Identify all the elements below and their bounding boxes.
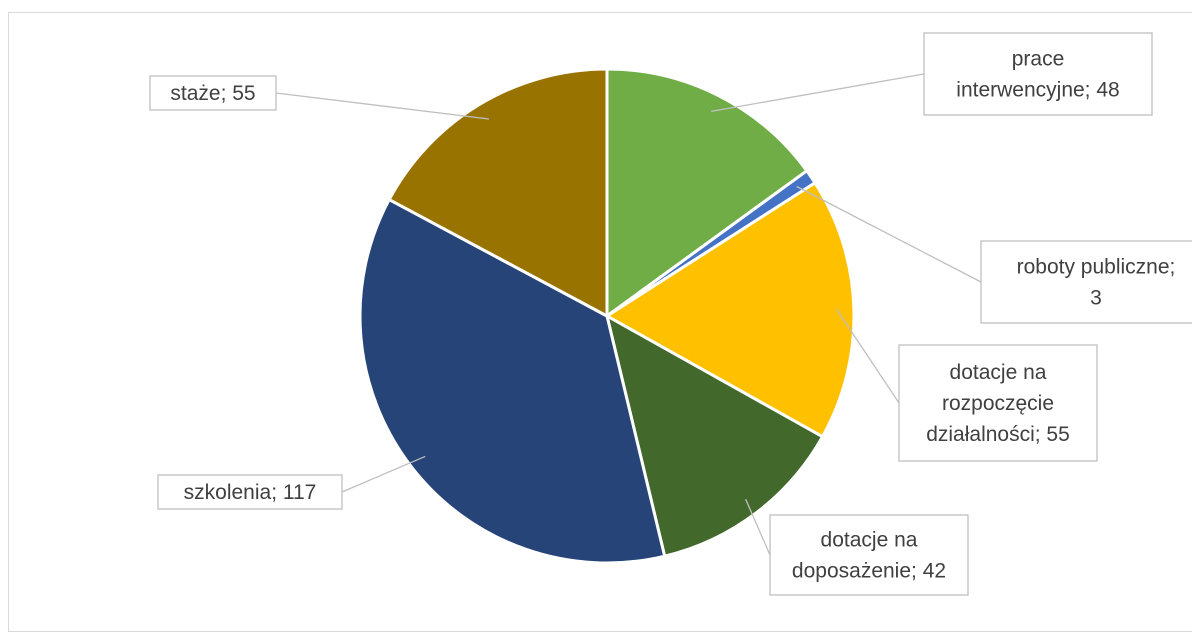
pie-slice-4	[604, 313, 825, 558]
data-label-line: interwencyjne; 48	[956, 79, 1119, 102]
data-label-box-2	[980, 240, 1192, 324]
leader-line-4	[745, 498, 771, 556]
data-labels: prace interwencyjne; 48 roboty publiczne; 3…	[149, 32, 1192, 596]
data-label-2: roboty publiczne; 3	[1017, 256, 1176, 310]
pie-chart: prace interwencyjne; 48 roboty publiczne; 3…	[149, 32, 1192, 596]
data-label-box-5	[157, 474, 343, 510]
data-label-box-4	[769, 514, 969, 596]
data-label-line: dotacje na	[950, 361, 1047, 384]
data-label-line: szkolenia; 117	[184, 481, 317, 504]
pie-slice-3	[604, 180, 856, 439]
data-label-4: dotacje na doposażenie; 42	[792, 529, 946, 583]
pie-slice-6	[387, 67, 609, 319]
leader-line-5	[341, 455, 426, 493]
data-label-line: 3	[1090, 287, 1102, 310]
pie-slice-1	[605, 67, 809, 319]
data-label-box-6	[149, 75, 277, 111]
leader-line-2	[796, 185, 982, 283]
data-label-box-3	[898, 344, 1098, 462]
data-label-line: prace	[1012, 48, 1065, 71]
data-label-line: rozpoczęcie	[942, 392, 1054, 415]
data-label-line: roboty publiczne;	[1017, 256, 1176, 279]
data-label-line: działalności; 55	[926, 423, 1070, 446]
data-label-line: dotacje na	[821, 529, 918, 552]
data-label-3: dotacje na rozpoczęcie działalności; 55	[926, 361, 1070, 446]
data-label-6: staże; 55	[170, 82, 255, 105]
data-label-line: doposażenie; 42	[792, 560, 946, 583]
data-label-line: staże; 55	[170, 82, 255, 105]
data-label-1: prace interwencyjne; 48	[956, 48, 1119, 102]
pie-slices	[358, 67, 856, 565]
data-label-5: szkolenia; 117	[184, 481, 317, 504]
leader-line-1	[711, 73, 925, 112]
pie-slice-5	[358, 197, 667, 565]
data-label-box-1	[923, 32, 1153, 116]
leader-line-6	[275, 92, 489, 120]
leader-line-3	[836, 308, 900, 404]
